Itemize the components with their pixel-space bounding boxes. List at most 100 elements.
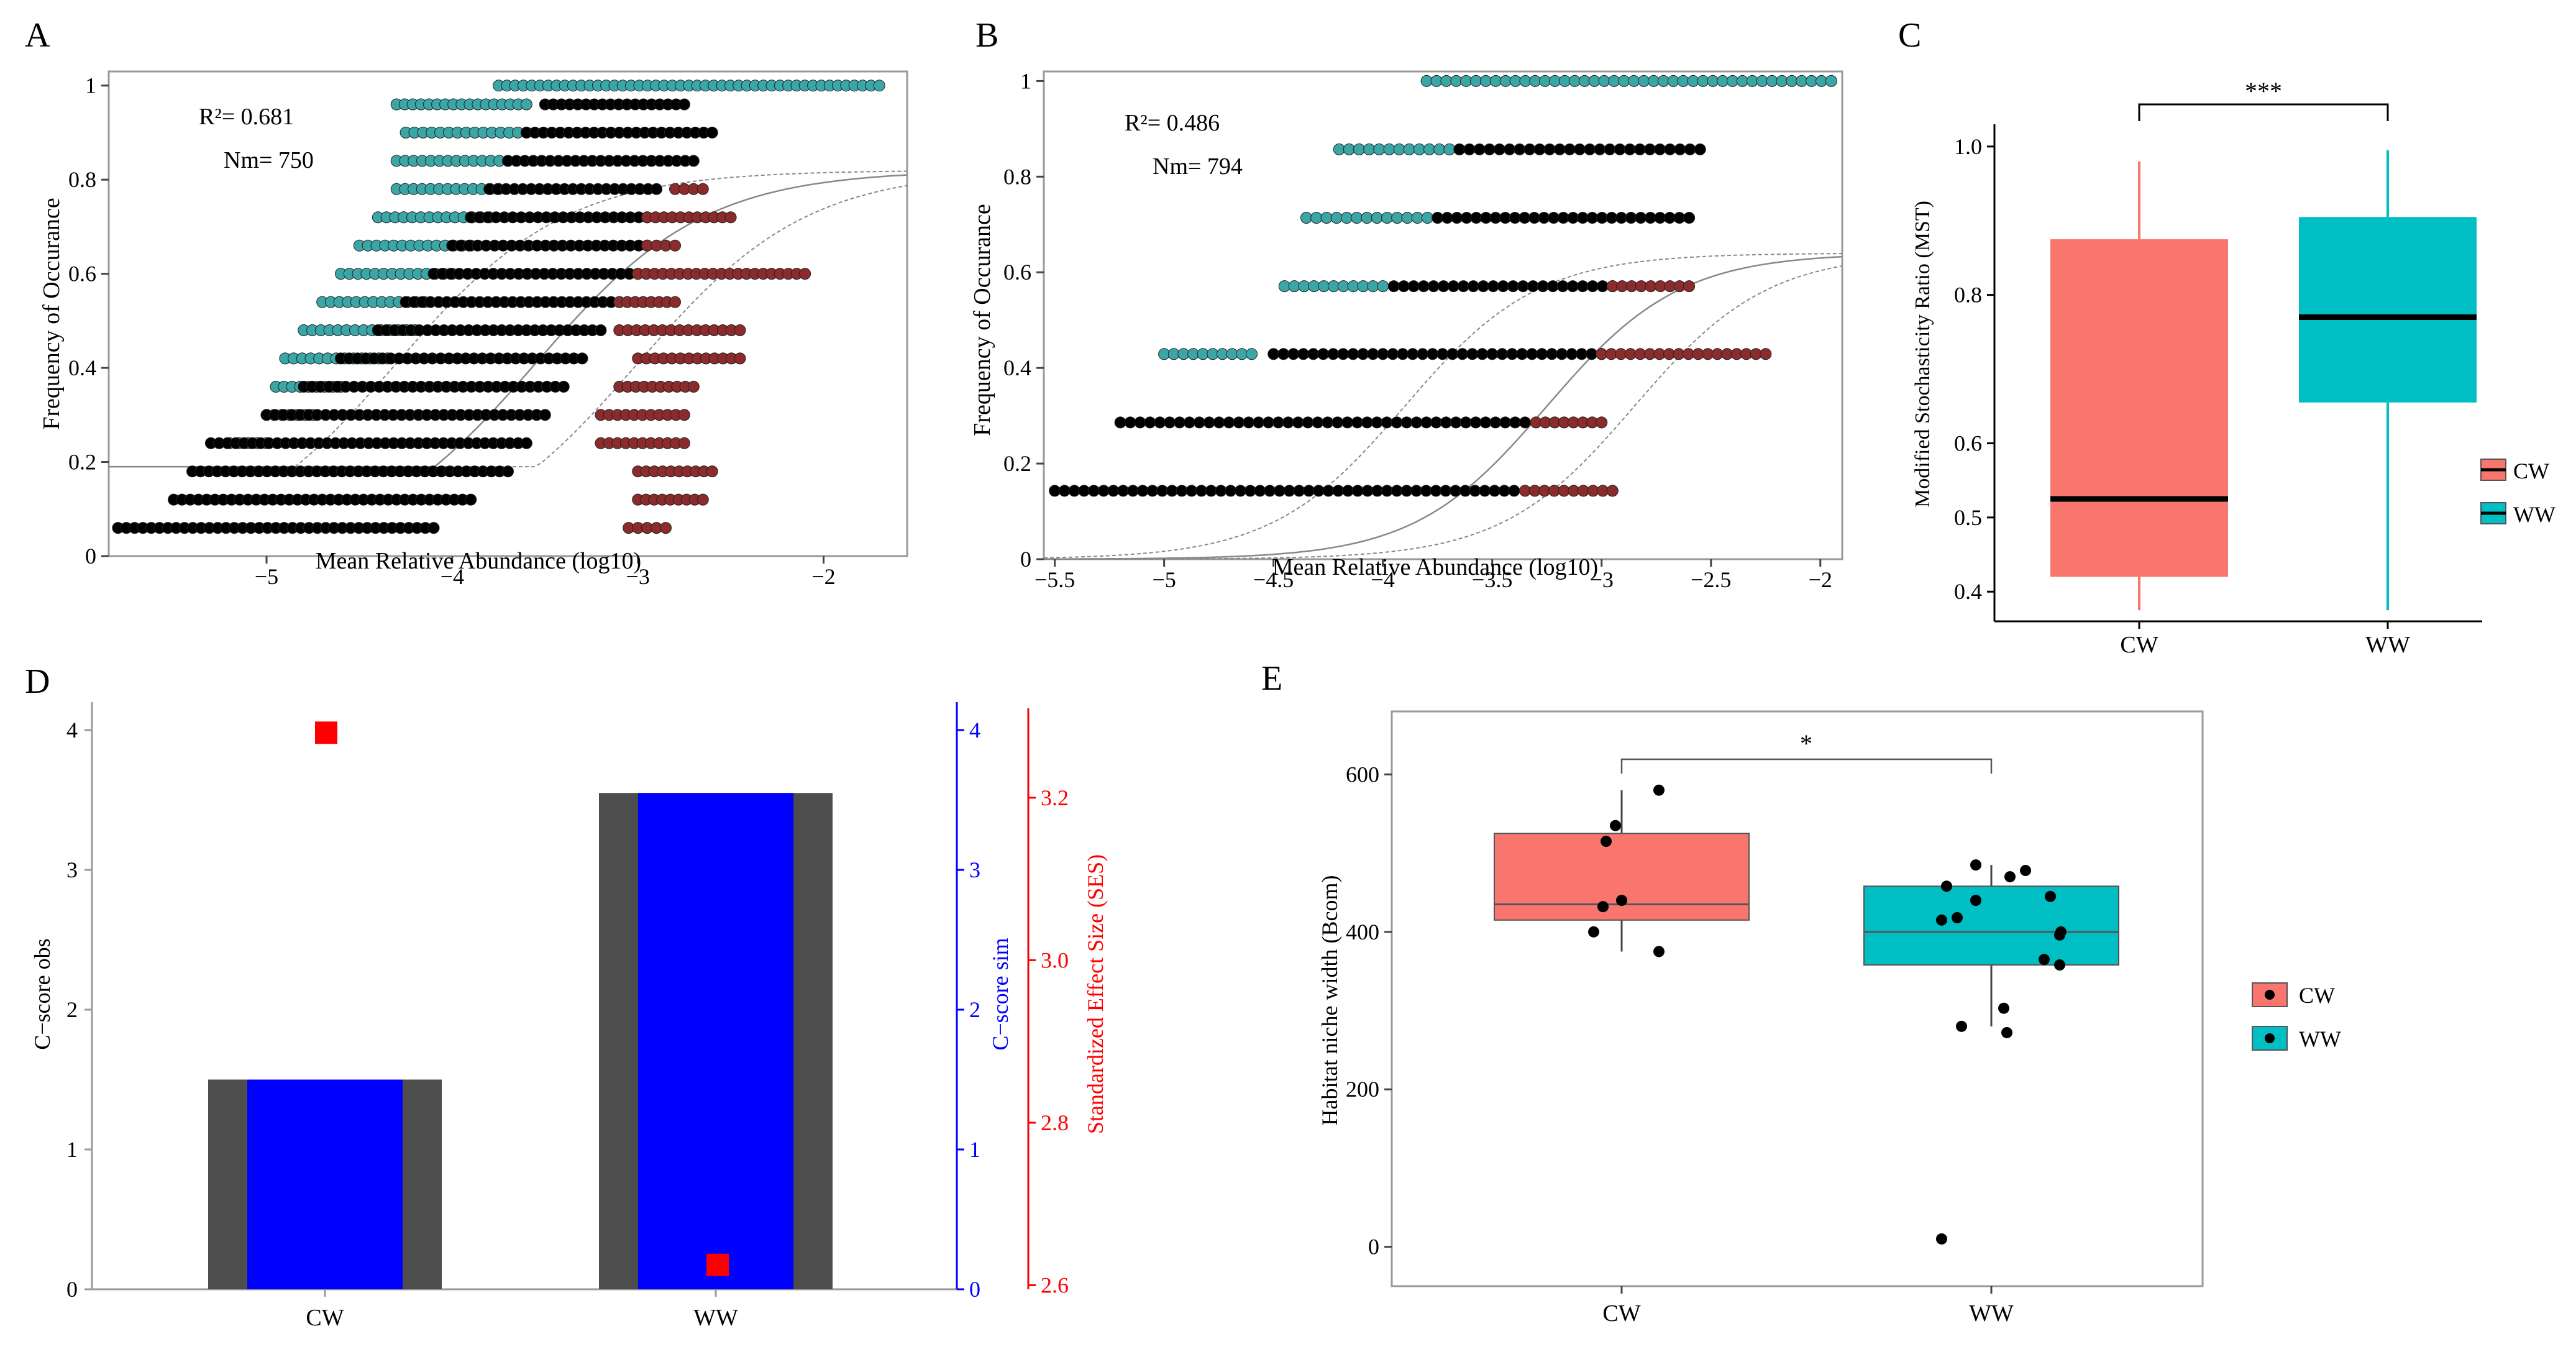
panel-e-plot-frame xyxy=(1391,710,2204,1287)
x-tick-label: −3 xyxy=(626,564,650,589)
panel-e-significance: * xyxy=(1800,729,1812,757)
black-point xyxy=(1566,348,1578,360)
black-point xyxy=(595,324,607,336)
black-point xyxy=(1517,280,1529,293)
black-point xyxy=(1183,416,1195,429)
teal-point xyxy=(1337,280,1350,293)
panel-label-b: B xyxy=(975,16,998,55)
black-point xyxy=(502,465,514,478)
y-tick-label: 0.4 xyxy=(1003,355,1031,380)
black-point xyxy=(1322,416,1334,429)
black-point xyxy=(1496,348,1509,360)
black-point xyxy=(1543,143,1556,155)
black-point xyxy=(1307,348,1320,360)
ses-tick-label: 2.8 xyxy=(1041,1110,1069,1135)
black-point xyxy=(1312,416,1324,429)
black-point xyxy=(1476,348,1489,360)
teal-point xyxy=(1667,75,1679,87)
panel-e-ylabel: Habitat niche width (Bcom) xyxy=(1317,875,1342,1126)
black-point xyxy=(1450,416,1462,429)
black-point xyxy=(1213,416,1225,429)
teal-point xyxy=(1246,348,1258,360)
box-cw xyxy=(1494,833,1750,921)
data-point-ww xyxy=(1936,914,1947,926)
panel-c-y-ticks: 0.4 0.5 0.6 0.8 1.0 xyxy=(1954,134,1994,604)
black-point xyxy=(1514,143,1526,155)
legend-e-key-cw-dot xyxy=(2265,990,2275,1000)
data-point-ww xyxy=(1956,1020,1967,1032)
teal-point xyxy=(1377,280,1389,293)
teal-point xyxy=(1559,75,1571,87)
x-tick-label: CW xyxy=(306,1305,344,1331)
y-tick-label: 0.2 xyxy=(68,450,96,475)
y-tick-label: 0.8 xyxy=(68,167,96,192)
fit-line-lower xyxy=(1043,253,1843,559)
black-point xyxy=(1499,416,1512,429)
black-point xyxy=(1479,416,1492,429)
panel-label-e: E xyxy=(1261,659,1282,698)
teal-point xyxy=(1361,212,1373,224)
black-point xyxy=(1267,348,1280,360)
black-point xyxy=(1453,143,1466,155)
ses-tick-label: 3.0 xyxy=(1041,948,1069,972)
teal-point xyxy=(1479,75,1492,87)
teal-point xyxy=(1470,75,1482,87)
teal-point xyxy=(1529,75,1541,87)
black-point xyxy=(1144,416,1156,429)
black-point xyxy=(1483,143,1496,155)
teal-point xyxy=(1499,75,1512,87)
panel-e-boxes xyxy=(1494,784,2119,1245)
panel-a-points xyxy=(112,80,885,534)
box-cw xyxy=(2050,239,2228,577)
teal-point xyxy=(1430,75,1443,87)
data-point-cw xyxy=(1616,895,1627,907)
black-point xyxy=(1493,143,1505,155)
panel-c-boxes xyxy=(2050,150,2477,611)
teal-point xyxy=(1806,75,1818,87)
black-point xyxy=(1508,485,1520,497)
red-point xyxy=(660,522,672,534)
teal-point xyxy=(1568,75,1581,87)
legend-label-ww: WW xyxy=(2513,502,2555,527)
black-point xyxy=(1556,280,1569,293)
data-point-cw xyxy=(1610,820,1621,831)
teal-point xyxy=(1310,212,1323,224)
black-point xyxy=(1594,143,1606,155)
x-tick-label: −4.5 xyxy=(1253,567,1294,592)
black-point xyxy=(1367,348,1379,360)
y-tick-label: 0 xyxy=(1368,1235,1379,1259)
x-tick-label: CW xyxy=(1602,1300,1640,1327)
black-point xyxy=(1377,348,1389,360)
teal-point xyxy=(1440,75,1453,87)
black-point xyxy=(576,352,588,365)
panel-e-legend: CW WW xyxy=(2252,982,2341,1051)
teal-point xyxy=(1628,75,1640,87)
x-tick-label: −2 xyxy=(811,564,835,589)
black-point xyxy=(520,437,532,449)
black-point xyxy=(465,493,477,506)
panel-a-nm: Nm= 750 xyxy=(224,147,314,173)
black-point xyxy=(1351,416,1363,429)
panel-a-scatter: −5 −4 −3 −2 0 0.2 0.4 0.6 0.8 1 R²= 0.681 Nm= 75… xyxy=(39,70,908,589)
panel-d-bars: 0 0 1 1 2 2 3 3 4 4 2.6 2.8 3.0 3.2 CW WW C−score obs C… xyxy=(30,702,1108,1331)
x-tick-label: CW xyxy=(2120,632,2158,658)
data-point-cw xyxy=(1653,784,1665,796)
data-point-ww xyxy=(1952,912,1963,923)
y-tick-label: 400 xyxy=(1346,920,1379,944)
data-point-cw xyxy=(1601,836,1612,848)
black-point xyxy=(1469,416,1482,429)
black-point xyxy=(1644,143,1656,155)
black-point xyxy=(1263,416,1274,429)
x-tick-label: −4 xyxy=(441,564,464,589)
teal-point xyxy=(1363,143,1376,155)
black-point xyxy=(1417,280,1430,293)
teal-point xyxy=(1367,280,1379,293)
red-point xyxy=(687,380,700,393)
black-point xyxy=(1407,348,1419,360)
black-point xyxy=(1440,416,1452,429)
sim-tick-label: 0 xyxy=(969,1277,980,1302)
x-tick-label: −4 xyxy=(1371,567,1395,592)
x-tick-label: −2.5 xyxy=(1691,567,1731,592)
data-point-cw xyxy=(1597,901,1609,913)
